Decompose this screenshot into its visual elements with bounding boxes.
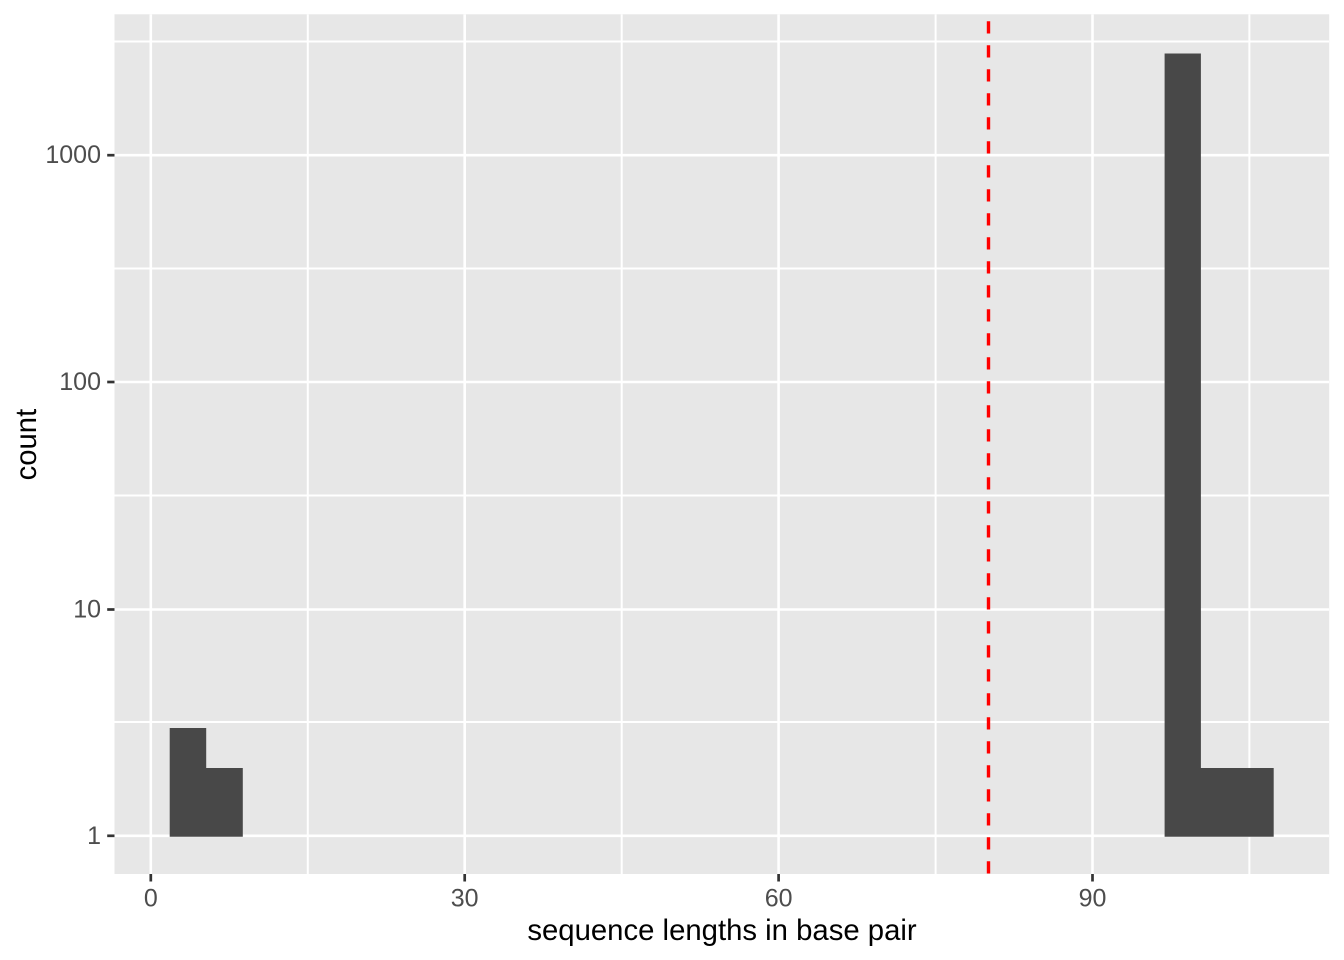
svg-text:90: 90 <box>1079 885 1107 913</box>
svg-text:1: 1 <box>87 822 101 850</box>
svg-text:count: count <box>10 409 43 481</box>
svg-text:0: 0 <box>144 885 158 913</box>
svg-text:sequence lengths in base pair: sequence lengths in base pair <box>527 914 917 947</box>
svg-text:1000: 1000 <box>45 141 101 169</box>
svg-text:60: 60 <box>765 885 793 913</box>
svg-text:10: 10 <box>73 596 101 624</box>
svg-text:30: 30 <box>451 885 479 913</box>
svg-text:100: 100 <box>59 368 101 396</box>
